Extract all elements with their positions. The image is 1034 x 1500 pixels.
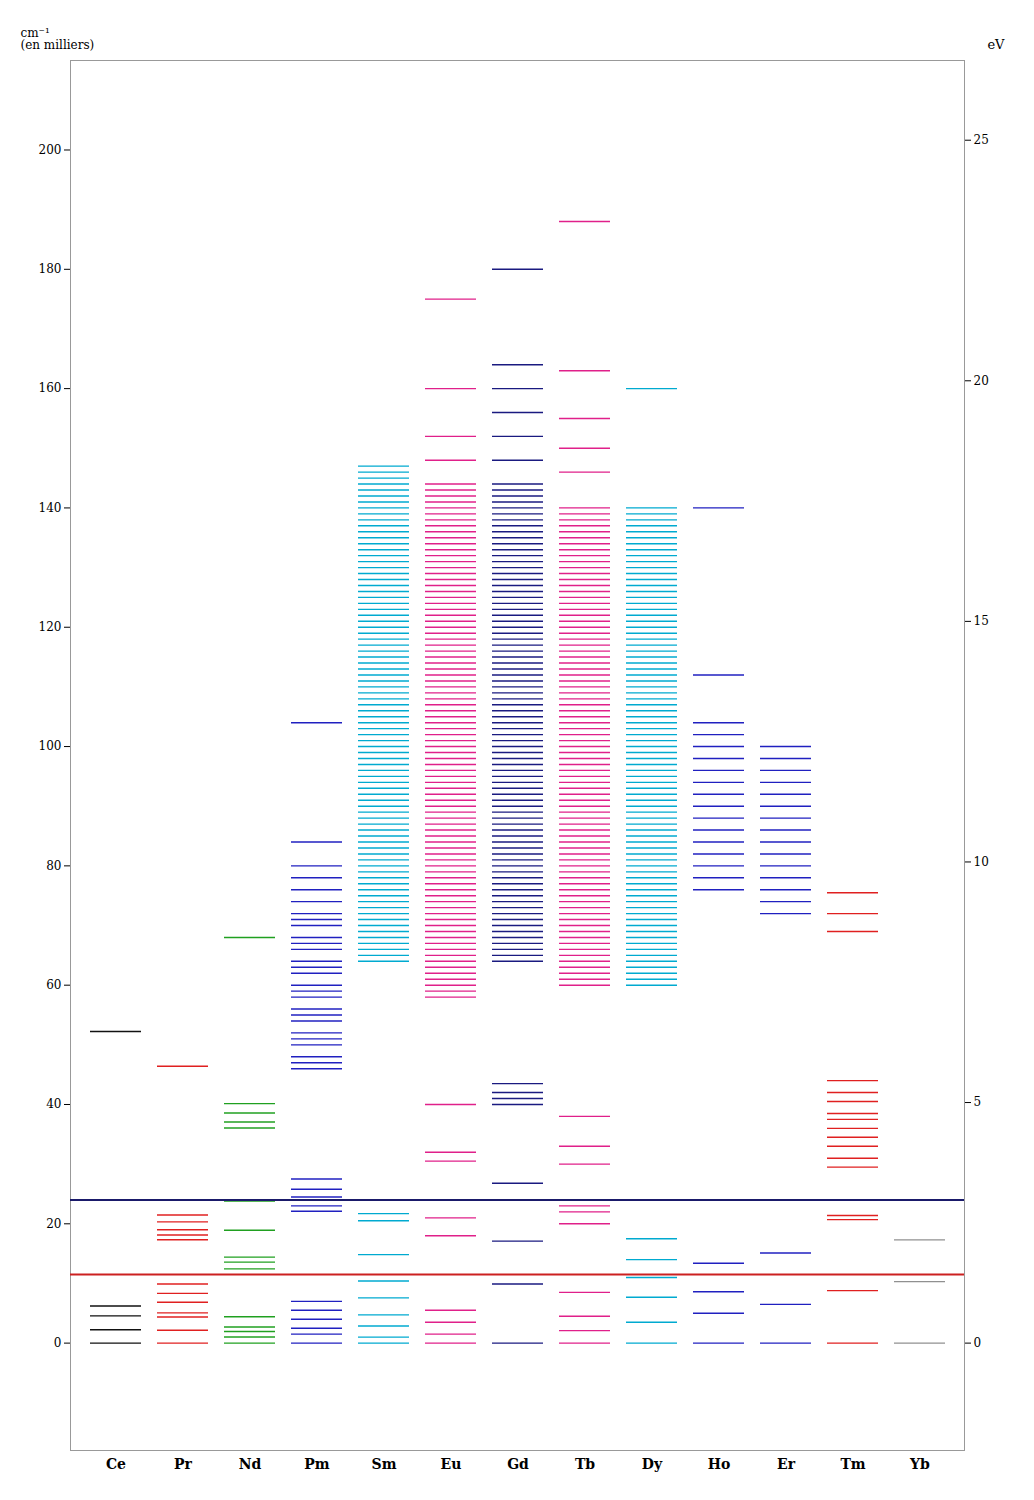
svg-text:Nd: Nd [239,1456,262,1472]
svg-text:Dy: Dy [642,1456,663,1472]
svg-text:160: 160 [39,381,62,395]
svg-text:100: 100 [39,739,62,753]
svg-text:40: 40 [46,1097,61,1111]
svg-text:20: 20 [974,374,989,388]
svg-text:Ce: Ce [106,1456,126,1472]
svg-text:20: 20 [46,1217,61,1231]
svg-text:25: 25 [974,133,989,147]
svg-text:Tb: Tb [575,1456,595,1472]
svg-text:120: 120 [39,620,62,634]
svg-text:10: 10 [974,855,989,869]
svg-text:80: 80 [46,859,61,873]
svg-text:eV: eV [987,37,1005,52]
svg-text:Gd: Gd [507,1456,529,1472]
svg-text:Er: Er [777,1456,796,1472]
svg-text:200: 200 [39,143,62,157]
svg-text:0: 0 [54,1336,62,1350]
svg-text:180: 180 [39,262,62,276]
svg-text:Sm: Sm [372,1456,397,1472]
svg-text:Pr: Pr [174,1456,193,1472]
svg-text:140: 140 [39,501,62,515]
svg-text:Eu: Eu [441,1456,462,1472]
svg-text:60: 60 [46,978,61,992]
svg-text:Yb: Yb [909,1456,930,1472]
svg-text:5: 5 [974,1095,982,1109]
svg-text:cm⁻¹(en milliers): cm⁻¹(en milliers) [21,26,95,52]
svg-text:0: 0 [974,1336,982,1350]
svg-text:Pm: Pm [304,1456,330,1472]
svg-text:15: 15 [974,614,989,628]
svg-text:Ho: Ho [708,1456,731,1472]
svg-text:Tm: Tm [840,1456,865,1472]
